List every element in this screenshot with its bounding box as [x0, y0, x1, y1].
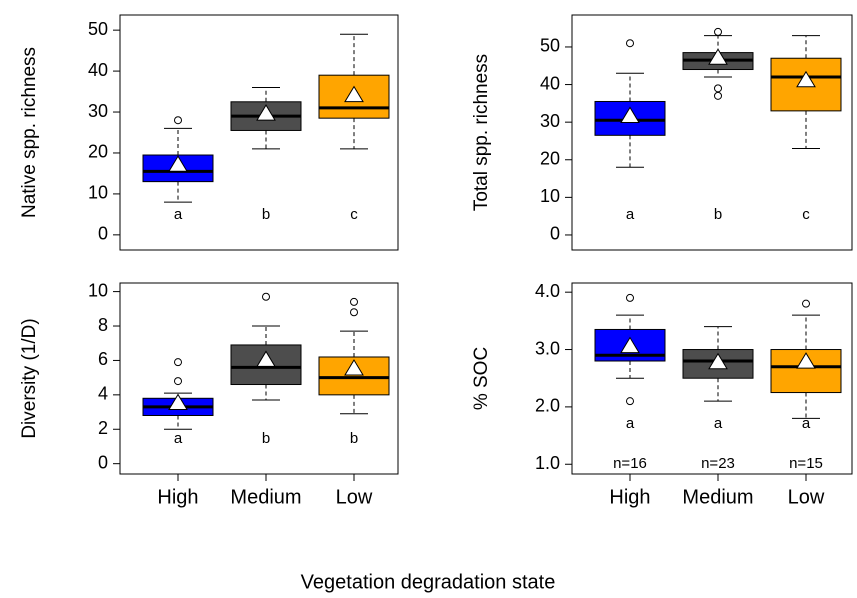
y-axis-label: Native spp. richness [19, 47, 40, 218]
y-tick-label: 6 [98, 349, 108, 369]
outlier [174, 116, 182, 125]
mean-marker [620, 106, 640, 124]
x-tick-label: High [609, 486, 650, 508]
letter-label: a [626, 415, 635, 432]
plot-frame [119, 14, 399, 251]
letter-label: b [714, 206, 722, 223]
mean-marker [344, 85, 364, 103]
mean-marker [168, 155, 188, 172]
outlier [626, 397, 634, 406]
outlier [350, 308, 358, 317]
letter-label: b [262, 430, 270, 447]
letter-label: b [350, 430, 358, 447]
mean-marker [708, 352, 728, 370]
x-tick-label: Low [336, 486, 373, 508]
n-label: n=15 [789, 455, 823, 472]
letter-label: a [626, 206, 635, 223]
mean-marker [168, 393, 188, 410]
y-tick-label: 10 [540, 186, 560, 206]
y-tick-label: 40 [88, 60, 108, 80]
letter-label: a [802, 415, 811, 432]
outlier [714, 84, 722, 93]
outlier [802, 299, 810, 308]
y-tick-label: 10 [88, 183, 108, 203]
y-tick-label: 0 [98, 224, 108, 244]
outlier [174, 377, 182, 386]
letter-label: a [174, 430, 183, 447]
y-tick-label: 10 [88, 280, 108, 300]
letter-label: b [262, 206, 270, 223]
mean-marker [796, 70, 816, 88]
mean-marker [256, 350, 276, 367]
n-label: n=23 [701, 455, 735, 472]
letter-label: c [802, 206, 810, 223]
mean-marker [796, 352, 816, 369]
plot-frame [571, 282, 853, 475]
x-tick-label: Medium [230, 486, 301, 508]
y-tick-label: 2 [98, 418, 108, 438]
y-tick-label: 50 [88, 19, 108, 39]
y-tick-label: 40 [540, 73, 560, 93]
plot-frame [571, 14, 853, 251]
outlier [626, 39, 634, 48]
y-tick-label: 20 [540, 149, 560, 169]
x-tick-label: Medium [682, 486, 753, 508]
plot-frame [119, 282, 399, 475]
y-tick-label: 4.0 [535, 281, 560, 301]
outlier [174, 358, 182, 367]
x-tick-label: Low [788, 486, 825, 508]
mean-marker [344, 359, 364, 376]
y-axis-label: Total spp. richness [471, 54, 492, 211]
mean-marker [256, 104, 276, 121]
outlier [350, 297, 358, 306]
y-tick-label: 0 [550, 224, 560, 244]
y-tick-label: 30 [88, 101, 108, 121]
mean-marker [708, 48, 728, 65]
outlier [626, 293, 634, 302]
y-tick-label: 50 [540, 36, 560, 56]
letter-label: c [350, 206, 358, 223]
n-label: n=16 [613, 455, 647, 472]
y-tick-label: 20 [88, 142, 108, 162]
y-tick-label: 4 [98, 384, 108, 404]
letter-label: a [174, 206, 183, 223]
y-tick-label: 1.0 [535, 453, 560, 473]
outlier [714, 27, 722, 36]
y-tick-label: 2.0 [535, 396, 560, 416]
y-tick-label: 0 [98, 452, 108, 472]
y-axis-label: % SOC [471, 347, 492, 410]
outlier [262, 292, 270, 301]
x-tick-label: High [157, 486, 198, 508]
y-tick-label: 3.0 [535, 338, 560, 358]
y-axis-label: Diversity (1/D) [19, 318, 40, 438]
mean-marker [620, 336, 640, 354]
letter-label: a [714, 415, 723, 432]
x-axis-label: Vegetation degradation state [301, 571, 556, 593]
outlier [714, 91, 722, 100]
y-tick-label: 30 [540, 111, 560, 131]
y-tick-label: 8 [98, 315, 108, 335]
